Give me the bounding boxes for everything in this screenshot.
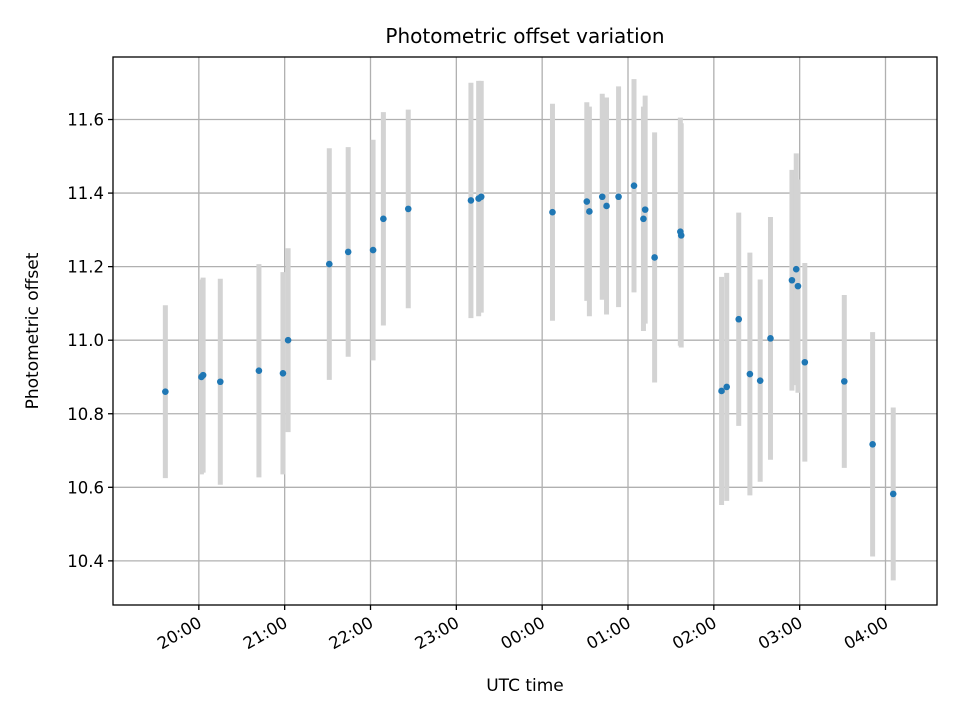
x-tick-label: 02:00: [669, 613, 720, 653]
data-point: [284, 336, 292, 344]
y-tick-label: 11.0: [67, 331, 104, 350]
data-point: [869, 440, 876, 448]
data-point: [841, 378, 848, 385]
y-tick-label: 11.6: [67, 111, 104, 130]
x-tick-label: 01:00: [583, 613, 634, 653]
data-point: [788, 276, 796, 284]
data-point: [767, 335, 774, 342]
data-point: [583, 198, 591, 205]
data-point: [199, 371, 207, 379]
data-point: [603, 202, 610, 210]
x-tick-label: 23:00: [412, 613, 463, 653]
data-points: [162, 182, 897, 498]
y-tick-label: 10.8: [67, 405, 104, 424]
data-point: [162, 388, 169, 395]
data-point: [677, 232, 685, 239]
data-point: [467, 197, 475, 204]
y-tick-label: 11.2: [67, 258, 104, 277]
data-point: [615, 193, 622, 201]
data-point: [718, 387, 725, 395]
data-point: [651, 254, 658, 261]
data-point: [794, 282, 802, 290]
data-point: [344, 248, 352, 256]
data-point: [326, 260, 333, 268]
data-point: [586, 208, 593, 215]
chart-title: Photometric offset variation: [385, 24, 664, 48]
data-point: [756, 377, 764, 384]
x-tick-label: 00:00: [497, 613, 548, 653]
data-point: [369, 246, 377, 254]
data-point: [404, 205, 412, 213]
data-point: [255, 367, 263, 375]
data-point: [735, 315, 743, 323]
data-point: [630, 182, 638, 190]
data-point: [477, 193, 485, 201]
y-axis-ticks: 10.4 10.6 10.8 11.0 11.2 11.4 11.6: [67, 111, 113, 571]
y-tick-label: 10.4: [67, 552, 104, 571]
y-axis-label: Photometric offset: [23, 252, 43, 409]
x-tick-label: 20:00: [154, 613, 205, 653]
data-point: [792, 265, 800, 273]
data-point: [279, 369, 287, 377]
data-point: [380, 215, 387, 223]
data-point: [598, 193, 606, 201]
data-point: [216, 378, 224, 386]
plot-frame: [112, 56, 938, 606]
x-tick-label: 21:00: [240, 613, 291, 653]
x-tick-label: 04:00: [841, 613, 892, 653]
data-point: [801, 358, 809, 366]
y-tick-label: 11.4: [67, 184, 104, 203]
y-tick-label: 10.6: [67, 478, 104, 497]
data-point: [746, 370, 754, 378]
data-point: [549, 208, 556, 216]
x-axis-ticks: 20:00 21:00 22:00 23:00 00:00 01:00 02:00 03:00…: [154, 605, 892, 653]
x-tick-label: 22:00: [326, 613, 377, 653]
data-point: [889, 490, 897, 498]
error-bars: [162, 79, 896, 581]
data-point: [723, 383, 731, 391]
data-point: [640, 215, 647, 223]
x-axis-label: UTC time: [486, 676, 564, 696]
data-point: [641, 206, 649, 213]
x-tick-label: 03:00: [755, 613, 806, 653]
grid-lines: [113, 57, 937, 605]
